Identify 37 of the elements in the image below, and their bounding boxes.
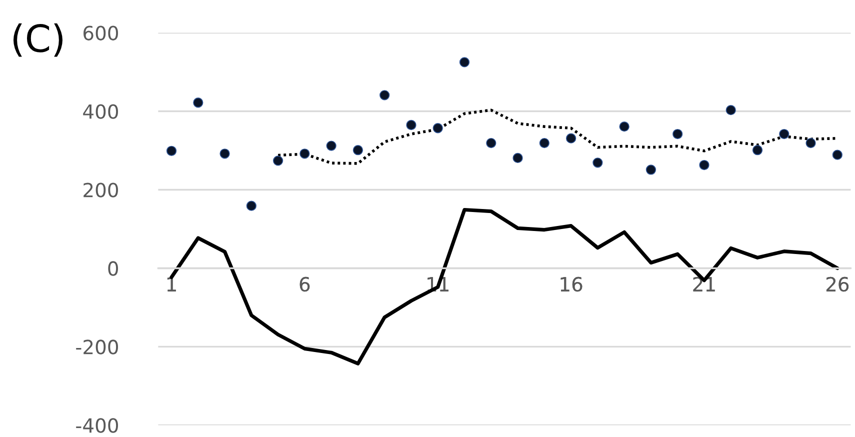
x-tick-label: 21 xyxy=(693,276,715,292)
point xyxy=(300,148,310,159)
x-tick-label: 26 xyxy=(826,276,849,292)
point xyxy=(752,145,763,156)
point xyxy=(592,158,603,168)
point xyxy=(486,138,496,148)
y-tick-label: 200 xyxy=(84,182,118,198)
point xyxy=(246,200,256,211)
y-tick-label: 400 xyxy=(83,104,118,119)
point xyxy=(512,152,523,164)
y-tick-label: 0 xyxy=(108,261,118,276)
point xyxy=(380,90,390,100)
point xyxy=(806,138,816,148)
point xyxy=(539,138,550,148)
point xyxy=(193,98,204,108)
point xyxy=(619,121,630,132)
point xyxy=(779,128,790,140)
y-tick-label: 600 xyxy=(84,26,118,40)
point xyxy=(406,120,416,130)
point xyxy=(726,105,736,116)
x-tick-label: 16 xyxy=(560,276,582,292)
x-tick-label: 6 xyxy=(300,276,310,292)
point xyxy=(832,150,842,160)
point xyxy=(646,164,656,175)
point xyxy=(326,140,336,151)
point xyxy=(220,148,230,159)
point xyxy=(566,133,576,144)
point xyxy=(166,146,177,156)
point xyxy=(352,145,364,156)
point xyxy=(672,128,683,140)
chart-title: (C) xyxy=(13,23,62,57)
point xyxy=(459,57,470,68)
y-tick-label: -400 xyxy=(76,418,118,433)
point xyxy=(699,160,710,170)
point xyxy=(432,123,443,134)
point xyxy=(272,156,284,166)
y-tick-label: -200 xyxy=(76,340,118,354)
